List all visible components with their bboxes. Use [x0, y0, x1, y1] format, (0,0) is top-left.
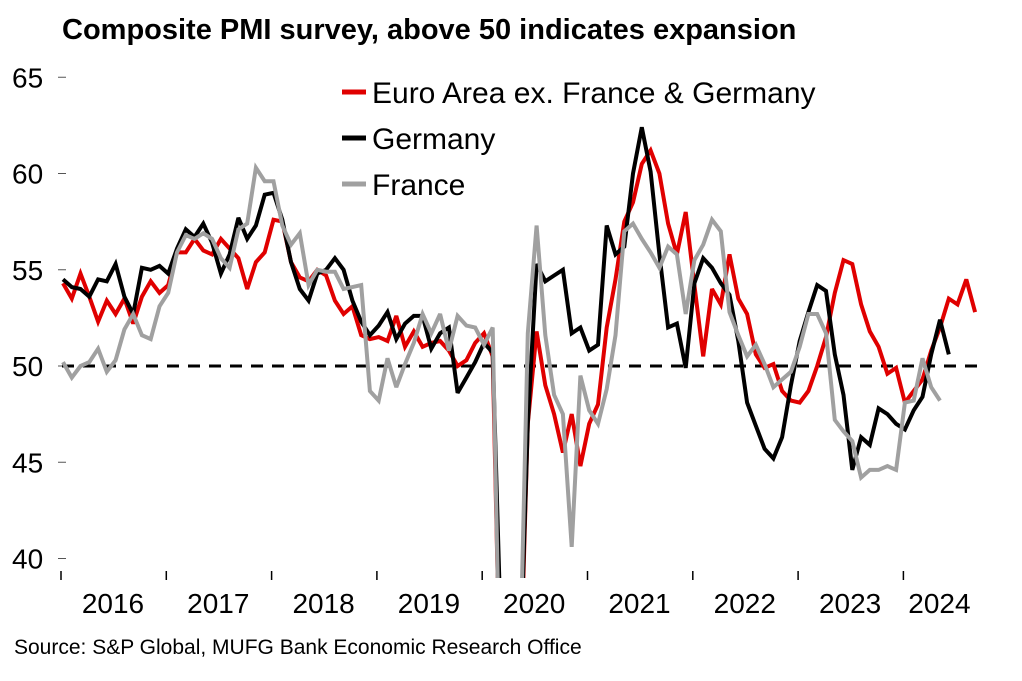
x-tick-label: 2016	[82, 588, 144, 619]
x-tick-label: 2020	[503, 588, 565, 619]
x-tick-label: 2019	[398, 588, 460, 619]
x-tick-label: 2021	[608, 588, 670, 619]
x-tick-label: 2023	[819, 588, 881, 619]
series-group	[61, 126, 978, 578]
x-tick-label: 2024	[908, 588, 970, 619]
y-tick-label: 40	[12, 544, 43, 575]
y-tick-label: 45	[12, 447, 43, 478]
y-tick-label: 50	[12, 351, 43, 382]
legend-label: France	[372, 169, 465, 202]
x-tick-label: 2017	[187, 588, 249, 619]
series-line-france	[61, 162, 942, 578]
y-axis: 40 45 50 55 60 65	[12, 62, 66, 575]
x-tick-label: 2022	[714, 588, 776, 619]
legend-label: Germany	[372, 123, 495, 156]
chart-title: Composite PMI survey, above 50 indicates…	[62, 14, 797, 46]
y-tick-label: 65	[12, 62, 43, 93]
source-note: Source: S&P Global, MUFG Bank Economic R…	[14, 636, 582, 659]
x-tick-label: 2018	[292, 588, 354, 619]
legend: Euro Area ex. France & Germany Germany Fra…	[342, 77, 816, 202]
y-tick-label: 55	[12, 255, 43, 286]
x-axis: 2016 2017 2018 2019 2020 2021 2022 2023 2024	[60, 571, 971, 619]
legend-label: Euro Area ex. France & Germany	[372, 77, 816, 110]
y-tick-label: 60	[12, 159, 43, 190]
